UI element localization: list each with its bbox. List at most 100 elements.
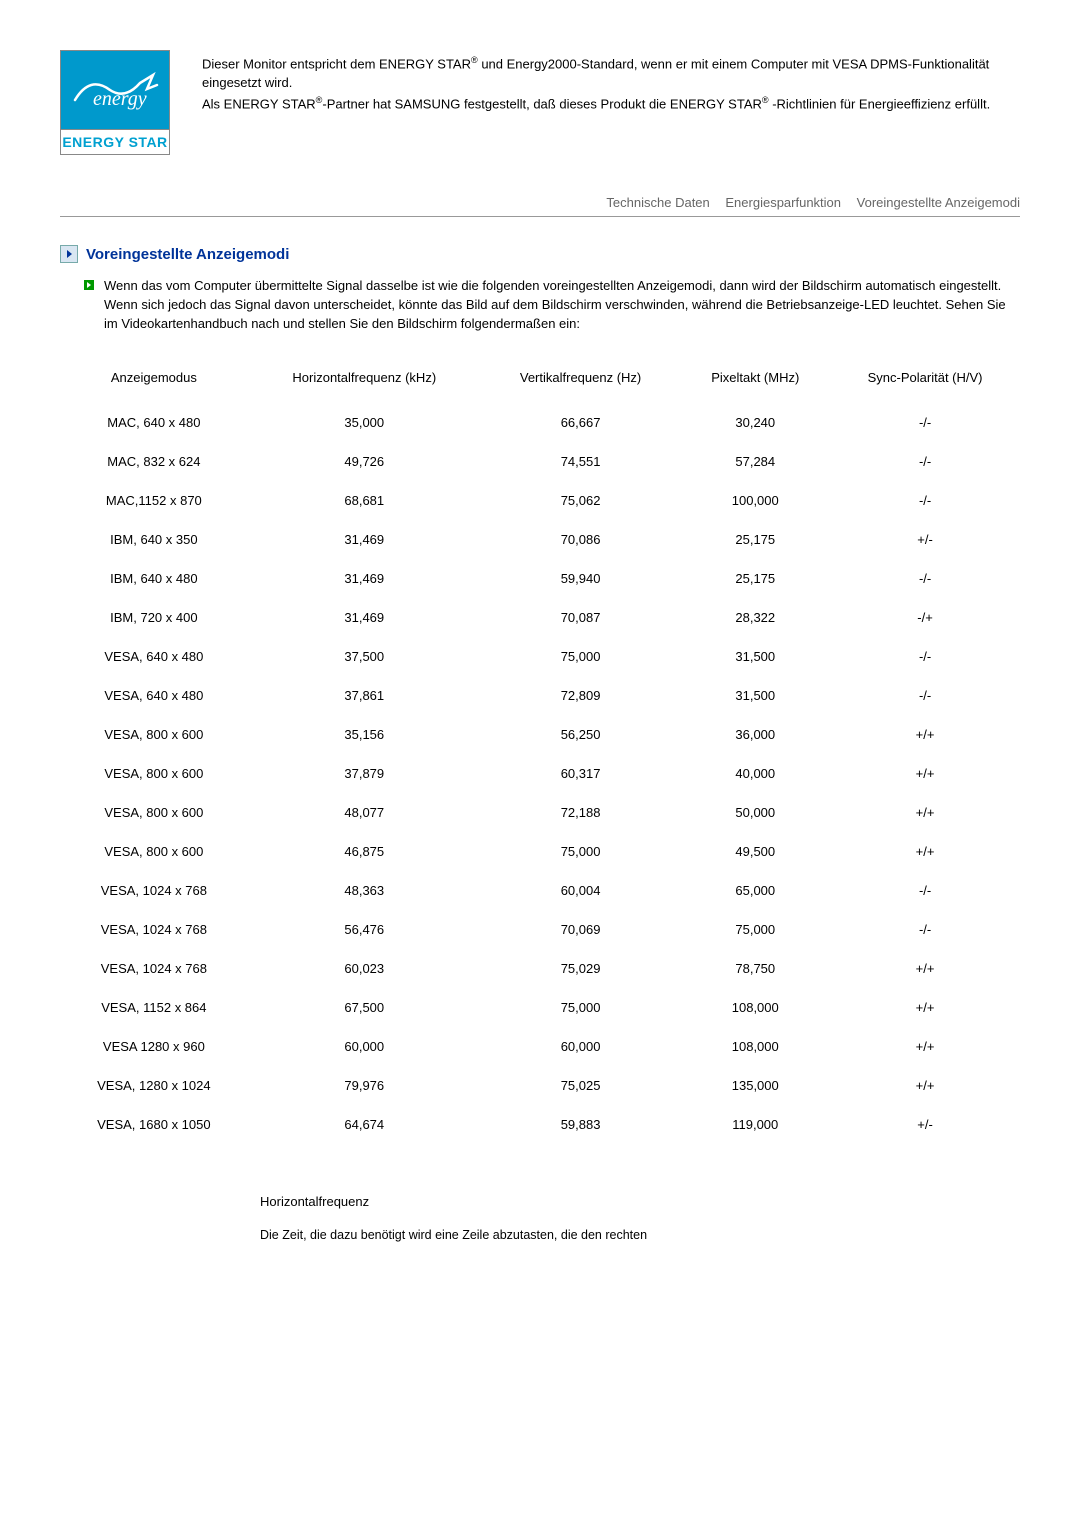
table-row: MAC, 832 x 62449,72674,55157,284-/- [60,442,1020,481]
table-cell: VESA, 1024 x 768 [60,871,248,910]
table-cell: 30,240 [680,403,830,442]
nav-links: Technische Daten Energiesparfunktion Vor… [60,195,1020,217]
table-row: VESA, 1152 x 86467,50075,000108,000+/+ [60,988,1020,1027]
table-cell: -/- [830,637,1020,676]
table-cell: +/+ [830,793,1020,832]
table-cell: +/+ [830,754,1020,793]
table-cell: 59,883 [481,1105,681,1144]
table-cell: 65,000 [680,871,830,910]
nav-preset-modes[interactable]: Voreingestellte Anzeigemodi [857,195,1020,210]
table-cell: 60,000 [248,1027,481,1066]
table-cell: VESA 1280 x 960 [60,1027,248,1066]
nav-power-save[interactable]: Energiesparfunktion [725,195,841,210]
table-cell: 74,551 [481,442,681,481]
table-cell: 135,000 [680,1066,830,1105]
page: energy ENERGY STAR Dieser Monitor entspr… [0,0,1080,1284]
table-cell: 59,940 [481,559,681,598]
table-cell: 75,025 [481,1066,681,1105]
table-cell: 35,000 [248,403,481,442]
logo-bottom-text: ENERGY STAR [60,130,170,155]
intro-line-2b: -Partner hat SAMSUNG festgestellt, daß d… [322,96,762,111]
table-cell: IBM, 640 x 350 [60,520,248,559]
table-cell: VESA, 800 x 600 [60,754,248,793]
table-cell: 60,004 [481,871,681,910]
table-cell: 31,469 [248,520,481,559]
table-cell: 70,086 [481,520,681,559]
section-title-row: Voreingestellte Anzeigemodi [60,245,1020,263]
table-cell: 70,087 [481,598,681,637]
table-row: VESA, 800 x 60035,15656,25036,000+/+ [60,715,1020,754]
table-cell: 56,476 [248,910,481,949]
table-cell: 31,500 [680,676,830,715]
table-cell: 75,000 [481,637,681,676]
table-cell: 49,500 [680,832,830,871]
table-cell: -/- [830,910,1020,949]
table-cell: +/- [830,520,1020,559]
logo-top: energy [60,50,170,130]
table-cell: -/- [830,559,1020,598]
table-cell: -/- [830,403,1020,442]
table-cell: 60,317 [481,754,681,793]
section-title: Voreingestellte Anzeigemodi [86,246,289,263]
table-cell: 25,175 [680,520,830,559]
intro-text: Dieser Monitor entspricht dem ENERGY STA… [202,50,1020,115]
table-cell: VESA, 640 x 480 [60,637,248,676]
table-cell: 31,500 [680,637,830,676]
table-cell: +/+ [830,1066,1020,1105]
table-row: IBM, 640 x 35031,46970,08625,175+/- [60,520,1020,559]
table-cell: IBM, 720 x 400 [60,598,248,637]
table-cell: +/+ [830,832,1020,871]
table-cell: 37,861 [248,676,481,715]
table-cell: +/+ [830,715,1020,754]
bullet-icon [84,280,94,290]
table-cell: MAC,1152 x 870 [60,481,248,520]
table-cell: -/- [830,442,1020,481]
reg-mark: ® [471,55,478,65]
table-row: MAC, 640 x 48035,00066,66730,240-/- [60,403,1020,442]
table-row: VESA, 800 x 60037,87960,31740,000+/+ [60,754,1020,793]
energy-star-logo: energy ENERGY STAR [60,50,170,155]
col-pixel: Pixeltakt (MHz) [680,358,830,403]
table-row: VESA, 640 x 48037,50075,00031,500-/- [60,637,1020,676]
table-row: IBM, 640 x 48031,46959,94025,175-/- [60,559,1020,598]
col-mode: Anzeigemodus [60,358,248,403]
table-cell: 75,000 [481,988,681,1027]
table-cell: 75,062 [481,481,681,520]
table-cell: 50,000 [680,793,830,832]
table-row: VESA, 1024 x 76856,47670,06975,000-/- [60,910,1020,949]
intro-line-2a: Als ENERGY STAR [202,96,316,111]
table-cell: 49,726 [248,442,481,481]
table-cell: 75,000 [680,910,830,949]
table-cell: 31,469 [248,598,481,637]
table-cell: 36,000 [680,715,830,754]
table-cell: +/+ [830,1027,1020,1066]
table-cell: VESA, 1280 x 1024 [60,1066,248,1105]
table-cell: 31,469 [248,559,481,598]
svg-text:energy: energy [93,88,147,110]
bullet-text: Wenn das vom Computer übermittelte Signa… [104,277,1020,334]
table-row: VESA 1280 x 96060,00060,000108,000+/+ [60,1027,1020,1066]
table-cell: +/+ [830,949,1020,988]
table-row: VESA, 800 x 60048,07772,18850,000+/+ [60,793,1020,832]
table-cell: 60,000 [481,1027,681,1066]
table-cell: 57,284 [680,442,830,481]
table-row: VESA, 1280 x 102479,97675,025135,000+/+ [60,1066,1020,1105]
table-cell: +/+ [830,988,1020,1027]
table-row: VESA, 640 x 48037,86172,80931,500-/- [60,676,1020,715]
table-cell: VESA, 1024 x 768 [60,949,248,988]
intro-line-2: Als ENERGY STAR®-Partner hat SAMSUNG fes… [202,94,1020,114]
intro-line-1: Dieser Monitor entspricht dem ENERGY STA… [202,54,1020,92]
table-cell: 25,175 [680,559,830,598]
table-cell: MAC, 832 x 624 [60,442,248,481]
table-cell: VESA, 800 x 600 [60,832,248,871]
table-cell: 28,322 [680,598,830,637]
table-cell: VESA, 800 x 600 [60,793,248,832]
table-cell: -/- [830,871,1020,910]
table-row: VESA, 1680 x 105064,67459,883119,000+/- [60,1105,1020,1144]
table-cell: VESA, 640 x 480 [60,676,248,715]
table-cell: 119,000 [680,1105,830,1144]
table-cell: 64,674 [248,1105,481,1144]
footnote-body: Die Zeit, die dazu benötigt wird eine Ze… [260,1227,1020,1245]
table-cell: 46,875 [248,832,481,871]
nav-technical-data[interactable]: Technische Daten [606,195,709,210]
